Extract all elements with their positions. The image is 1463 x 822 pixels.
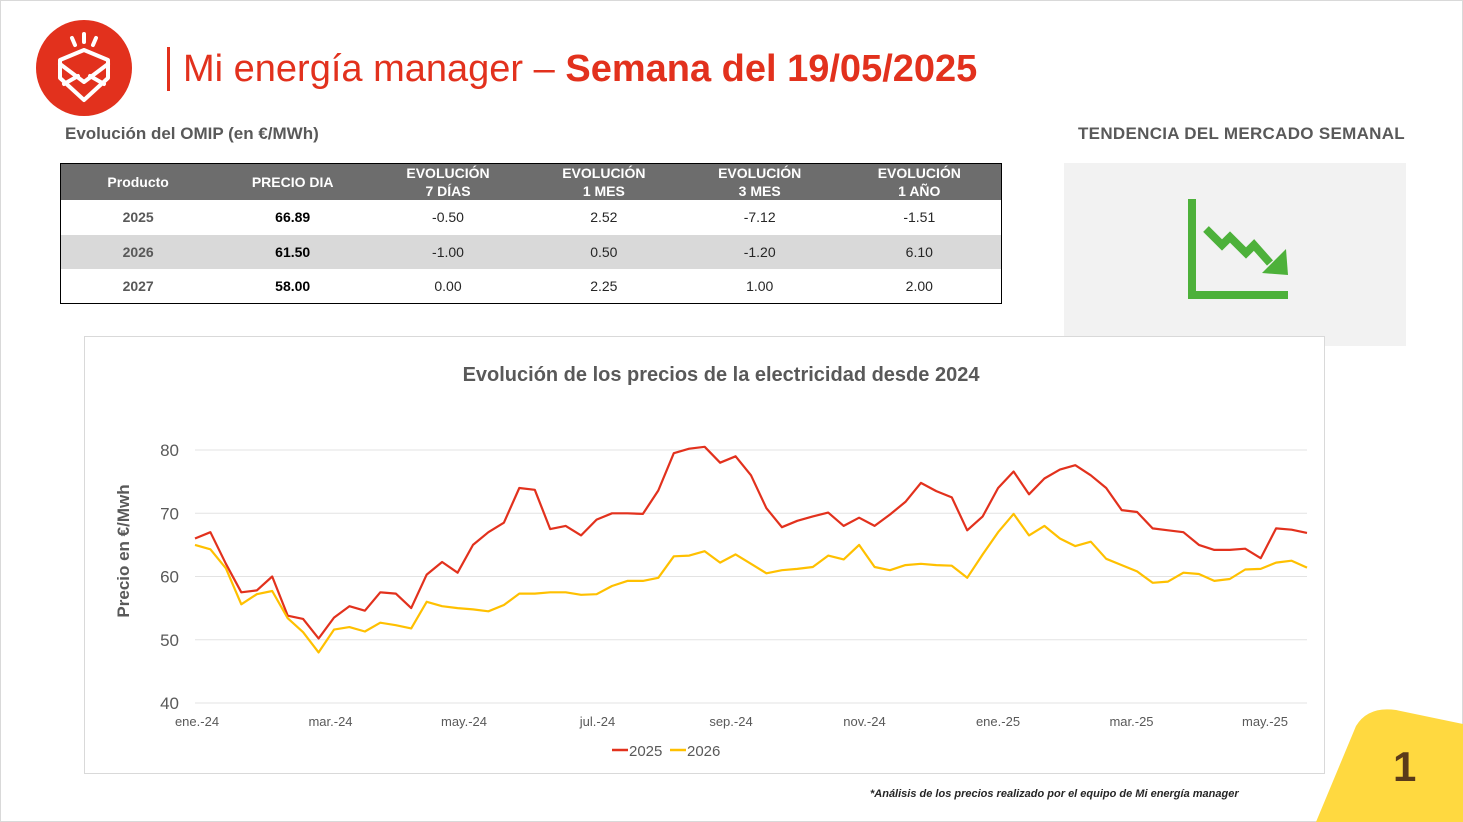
title-separator: –: [533, 48, 555, 90]
y-tick-label: 40: [160, 694, 179, 713]
chart-y-ticks: 40 50 60 70 80: [160, 441, 179, 713]
col-header-evol-1y: EVOLUCIÓN 1 AÑO: [837, 163, 1002, 200]
x-tick-label: may.-25: [1242, 714, 1288, 729]
cell-product: 2027: [122, 278, 154, 294]
chart-series: [194, 445, 1308, 654]
x-tick-label: ene.-25: [976, 714, 1020, 729]
downtrend-chart-icon: [1188, 199, 1288, 299]
page-title: Mi energía manager – Semana del 19/05/20…: [183, 44, 977, 94]
cell-evol-7d: 0.00: [434, 278, 462, 294]
y-tick-label: 60: [160, 568, 179, 587]
title-week: Semana del 19/05/2025: [565, 48, 978, 90]
y-tick-label: 50: [160, 631, 179, 650]
footnote: *Análisis de los precios realizado por e…: [870, 788, 1239, 800]
cell-product: 2025: [122, 209, 154, 226]
x-tick-label: mar.-25: [1109, 714, 1153, 729]
table-row: 2025 66.89 -0.50 2.52 -7.12 -1.51: [61, 200, 1002, 235]
chart-title: Evolución de los precios de la electrici…: [463, 364, 981, 386]
legend-label: 2025: [629, 743, 662, 760]
legend-label: 2026: [687, 743, 720, 760]
cell-evol-1y: 2.00: [905, 278, 933, 294]
omip-section-title: Evolución del OMIP (en €/MWh): [65, 124, 319, 143]
series-line-2026: [194, 512, 1308, 654]
col-header-evol-3m: EVOLUCIÓN 3 MES: [681, 163, 838, 200]
title-accent-bar: [167, 47, 170, 91]
cell-evol-1m: 2.52: [590, 209, 618, 226]
brand-logo: [36, 20, 132, 116]
cell-evol-3m: -1.20: [681, 234, 838, 269]
cell-evol-1m: 0.50: [525, 234, 682, 269]
table-row: 2027 58.00 0.00 2.25 1.00 2.00: [61, 269, 1002, 304]
trend-panel: [1064, 163, 1406, 346]
omip-header-row: Producto PRECIO DIA EVOLUCIÓN 7 DÍAS EVOL…: [60, 163, 1002, 200]
y-tick-label: 70: [160, 504, 179, 523]
y-tick-label: 80: [160, 441, 179, 460]
cell-evol-7d: -1.00: [370, 234, 526, 269]
cell-price: 61.50: [215, 234, 371, 269]
cell-price: 66.89: [275, 209, 311, 226]
table-row: 2026 61.50 -1.00 0.50 -1.20 6.10: [60, 234, 1002, 269]
chart-legend: 2025 2026: [612, 743, 720, 760]
price-chart-svg: Evolución de los precios de la electrici…: [114, 364, 1308, 760]
cell-evol-3m: 1.00: [746, 278, 774, 294]
x-tick-label: jul.-24: [579, 714, 615, 729]
cell-evol-3m: -7.12: [743, 209, 776, 226]
cell-product: 2026: [60, 234, 216, 269]
corner-decoration: [1316, 709, 1463, 822]
price-chart: Evolución de los precios de la electrici…: [84, 336, 1325, 774]
x-tick-label: mar.-24: [308, 714, 352, 729]
cell-evol-1y: -1.51: [903, 209, 936, 226]
col-header-producto: Producto: [60, 163, 216, 200]
col-header-evol-7d: EVOLUCIÓN 7 DÍAS: [370, 163, 526, 200]
cell-evol-7d: -0.50: [432, 209, 464, 226]
chart-gridlines: [195, 449, 1307, 704]
x-tick-label: nov.-24: [843, 714, 885, 729]
col-header-precio-dia: PRECIO DIA: [215, 163, 371, 200]
chart-y-axis-label: Precio en €/Mwh: [114, 484, 133, 617]
x-tick-label: may.-24: [441, 714, 487, 729]
cell-evol-1m: 2.25: [590, 278, 618, 294]
series-line-2025: [194, 445, 1308, 640]
col-header-evol-1m: EVOLUCIÓN 1 MES: [525, 163, 682, 200]
omip-table: Producto PRECIO DIA EVOLUCIÓN 7 DÍAS EVOL…: [60, 163, 1002, 304]
title-brand: Mi energía manager: [183, 48, 524, 90]
cell-price: 58.00: [275, 278, 311, 294]
x-tick-label: sep.-24: [709, 714, 752, 729]
envelope-sun-icon: [58, 32, 110, 102]
x-tick-label: ene.-24: [175, 714, 219, 729]
page-number: 1: [1393, 743, 1417, 790]
chart-x-ticks: ene.-24 mar.-24 may.-24 jul.-24 sep.-24 nov.-…: [175, 714, 1288, 729]
trend-section-title: TENDENCIA DEL MERCADO SEMANAL: [1078, 124, 1405, 143]
cell-evol-1y: 6.10: [837, 234, 1002, 269]
